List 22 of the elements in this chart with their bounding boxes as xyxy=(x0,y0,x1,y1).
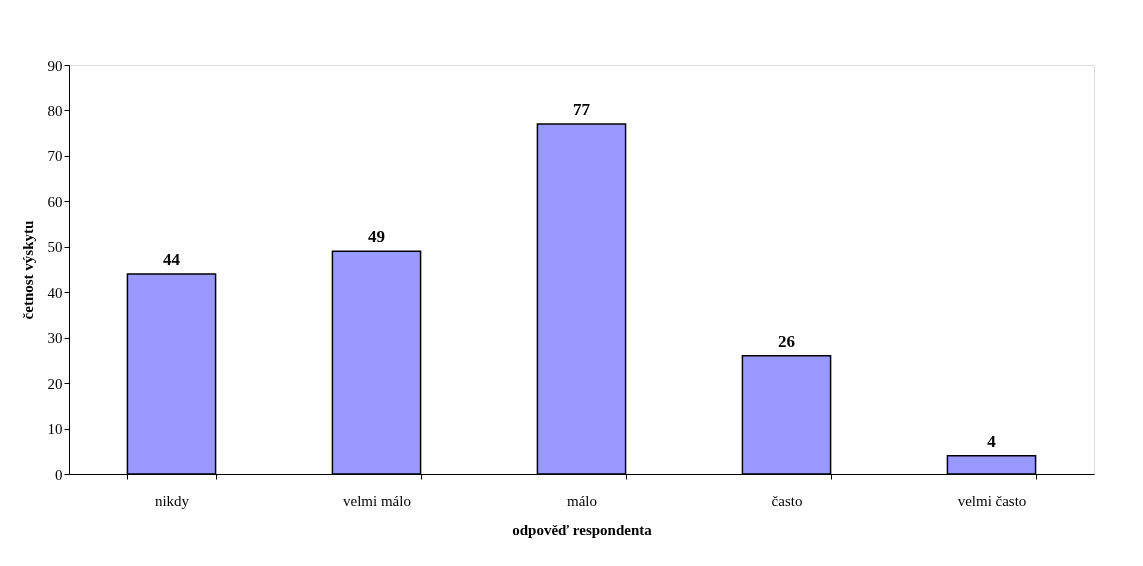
y-tick-label: 80 xyxy=(47,102,63,119)
data-label: 26 xyxy=(778,331,795,351)
y-tick-label: 40 xyxy=(47,284,63,301)
x-tick-label: málo xyxy=(567,492,597,509)
x-tick-label: často xyxy=(771,492,803,509)
y-tick-label: 60 xyxy=(47,193,63,210)
data-label: 77 xyxy=(573,100,591,120)
data-label: 44 xyxy=(163,250,181,270)
y-tick-label: 50 xyxy=(47,239,63,256)
y-tick-label: 20 xyxy=(47,375,63,392)
y-tick-label: 0 xyxy=(55,466,63,483)
y-tick-label: 10 xyxy=(47,421,63,438)
x-tick-label: velmi málo xyxy=(343,492,411,509)
y-tick-label: 90 xyxy=(47,57,63,74)
y-axis-title: četnost výskytu xyxy=(19,220,36,320)
x-axis-title: odpověď respondenta xyxy=(512,521,653,538)
x-tick-label: velmi často xyxy=(957,492,1027,509)
data-label: 49 xyxy=(368,227,385,247)
data-label: 4 xyxy=(987,431,997,451)
y-tick-label: 70 xyxy=(47,148,63,165)
y-tick-label: 30 xyxy=(47,330,63,347)
x-tick-label: nikdy xyxy=(154,492,190,509)
